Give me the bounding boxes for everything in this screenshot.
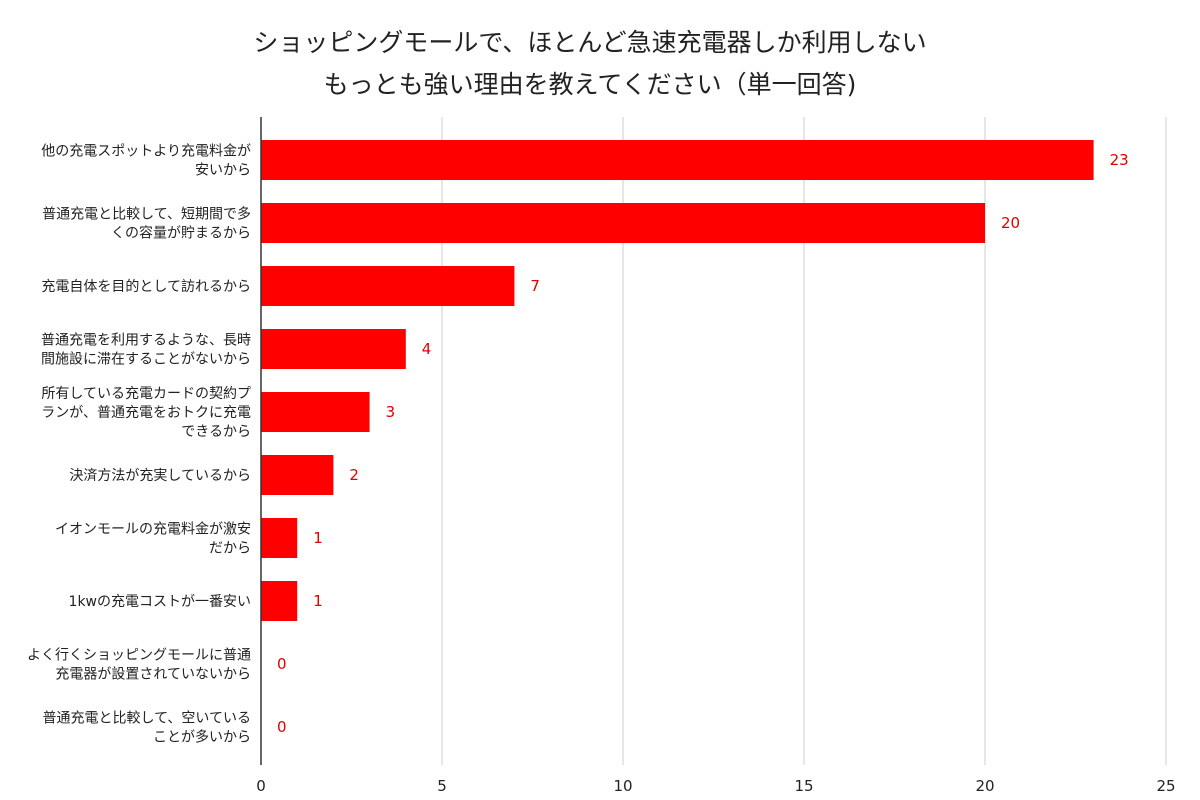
category-label: 普通充電と比較して、空いている — [43, 711, 251, 727]
category-label: 安いから — [195, 163, 251, 179]
bar — [261, 455, 334, 495]
bar — [261, 329, 406, 369]
bar — [261, 518, 298, 558]
value-label: 2 — [349, 466, 359, 484]
category-label: だから — [209, 541, 251, 557]
category-label: ランが、普通充電をおトクに充電 — [41, 405, 251, 421]
category-label: ことが多いから — [153, 729, 251, 746]
category-label: 所有している充電カードの契約プ — [41, 386, 251, 402]
value-label: 1 — [313, 592, 323, 610]
x-tick-label: 25 — [1156, 777, 1175, 795]
x-tick-label: 20 — [975, 777, 994, 795]
value-label: 7 — [530, 277, 540, 295]
x-tick-label: 10 — [613, 777, 632, 795]
value-label: 3 — [386, 403, 396, 421]
category-label: 他の充電スポットより充電料金が — [41, 144, 251, 160]
category-label: よく行くショッピングモールに普通 — [27, 648, 251, 664]
category-label: 普通充電と比較して、短期間で多 — [42, 206, 251, 223]
chart-title-line-1: ショッピングモールで、ほとんど急速充電器しか利用しない — [253, 28, 927, 57]
category-label: 決済方法が充実しているから — [69, 468, 251, 484]
category-label: イオンモールの充電料金が激安 — [55, 521, 251, 538]
bar — [261, 266, 515, 306]
bar — [261, 581, 298, 621]
category-label: 充電器が設置されていないから — [55, 667, 251, 683]
value-label: 1 — [313, 529, 323, 547]
bar — [261, 392, 370, 432]
value-label: 0 — [277, 655, 287, 673]
value-label: 4 — [422, 340, 432, 358]
category-label: 充電自体を目的として訪れるから — [41, 279, 251, 295]
x-tick-label: 0 — [256, 777, 266, 795]
category-label: くの容量が貯まるから — [111, 225, 251, 242]
value-label: 0 — [277, 718, 287, 736]
category-label: 間施設に滞在することがないから — [41, 352, 251, 368]
category-label: 1kwの充電コストが一番安い — [69, 594, 251, 610]
bar — [261, 140, 1094, 180]
x-tick-label: 15 — [794, 777, 813, 795]
chart-title: ショッピングモールで、ほとんど急速充電器しか利用しない もっとも強い理由を教えて… — [0, 22, 1180, 106]
x-tick-label: 5 — [437, 777, 447, 795]
category-label: できるから — [181, 424, 251, 440]
value-label: 20 — [1001, 214, 1020, 232]
value-label: 23 — [1110, 151, 1129, 169]
chart-title-line-2: もっとも強い理由を教えてください（単一回答) — [323, 70, 857, 99]
category-label: 普通充電を利用するような、長時 — [41, 333, 251, 349]
bar — [261, 203, 985, 243]
